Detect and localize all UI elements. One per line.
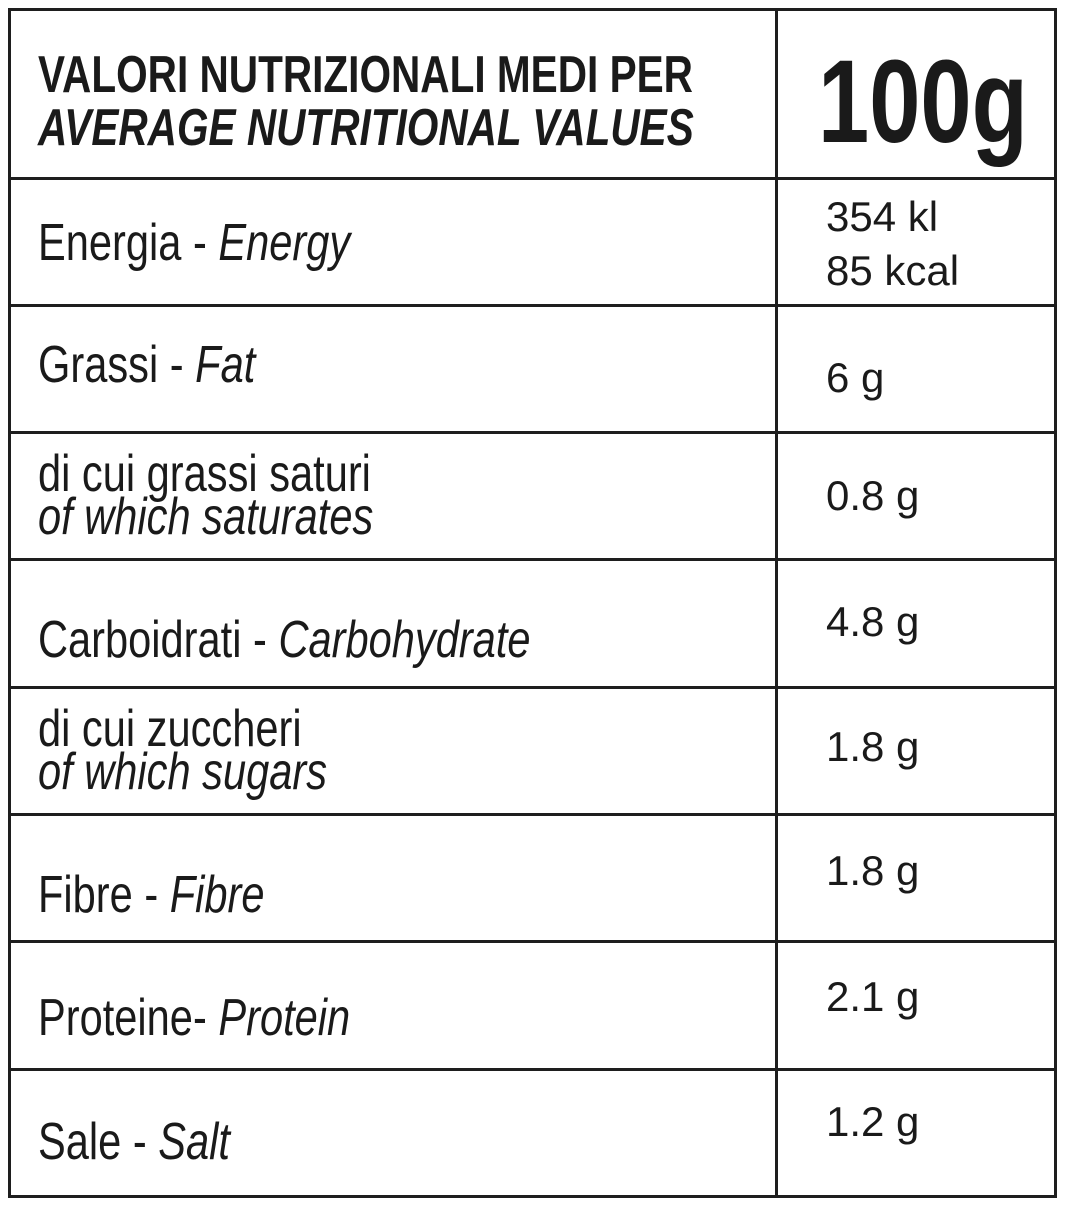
row-divider	[8, 177, 1057, 180]
row-value: 0.8 g	[826, 472, 920, 519]
row-value: 6 g	[826, 354, 885, 401]
row-label: Grassi - Fat	[38, 339, 255, 391]
label-en: Fibre	[169, 866, 265, 924]
row-value: 1.8 g	[826, 723, 920, 770]
row-label: Energia - Energy	[38, 217, 350, 269]
label-it: Energia -	[38, 214, 207, 272]
row-divider	[8, 813, 1057, 816]
label-en: Salt	[158, 1113, 230, 1171]
row-value: 2.1 g	[826, 973, 920, 1020]
label-en: Carbohydrate	[278, 611, 531, 669]
label-it: Proteine-	[38, 989, 207, 1047]
label-en: Energy	[218, 214, 351, 272]
row-divider	[8, 1068, 1057, 1071]
row-value: 1.8 g	[826, 847, 920, 894]
label-en: of which saturates	[38, 488, 374, 546]
column-divider	[775, 8, 778, 1198]
row-divider	[8, 431, 1057, 434]
label-it: Sale -	[38, 1113, 147, 1171]
table-border	[8, 8, 1057, 1198]
row-value: 85 kcal	[826, 247, 960, 294]
label-it: Grassi -	[38, 336, 184, 394]
row-divider	[8, 940, 1057, 943]
label-en: Fat	[195, 336, 256, 394]
label-en: of which sugars	[38, 743, 328, 801]
row-value: 4.8 g	[826, 598, 920, 645]
row-value: 354 kl	[826, 193, 939, 240]
row-value: 1.2 g	[826, 1098, 920, 1145]
row-divider	[8, 558, 1057, 561]
row-label: Proteine- Protein	[38, 992, 350, 1044]
label-en: Protein	[218, 989, 351, 1047]
row-label: Sale - Salt	[38, 1116, 230, 1168]
header-title: VALORI NUTRIZIONALI MEDI PER	[38, 46, 693, 104]
label-it: di cui grassi saturi	[38, 445, 371, 503]
header-subtitle: AVERAGE NUTRITIONAL VALUES	[38, 99, 694, 157]
row-label: Fibre - Fibre	[38, 869, 265, 921]
row-label: Carboidrati - Carbohydrate	[38, 614, 531, 666]
row-divider	[8, 686, 1057, 689]
label-it: Carboidrati -	[38, 611, 267, 669]
label-it: di cui zuccheri	[38, 700, 302, 758]
label-it: Fibre -	[38, 866, 159, 924]
header-per: 100g	[818, 36, 1028, 168]
row-divider	[8, 304, 1057, 307]
